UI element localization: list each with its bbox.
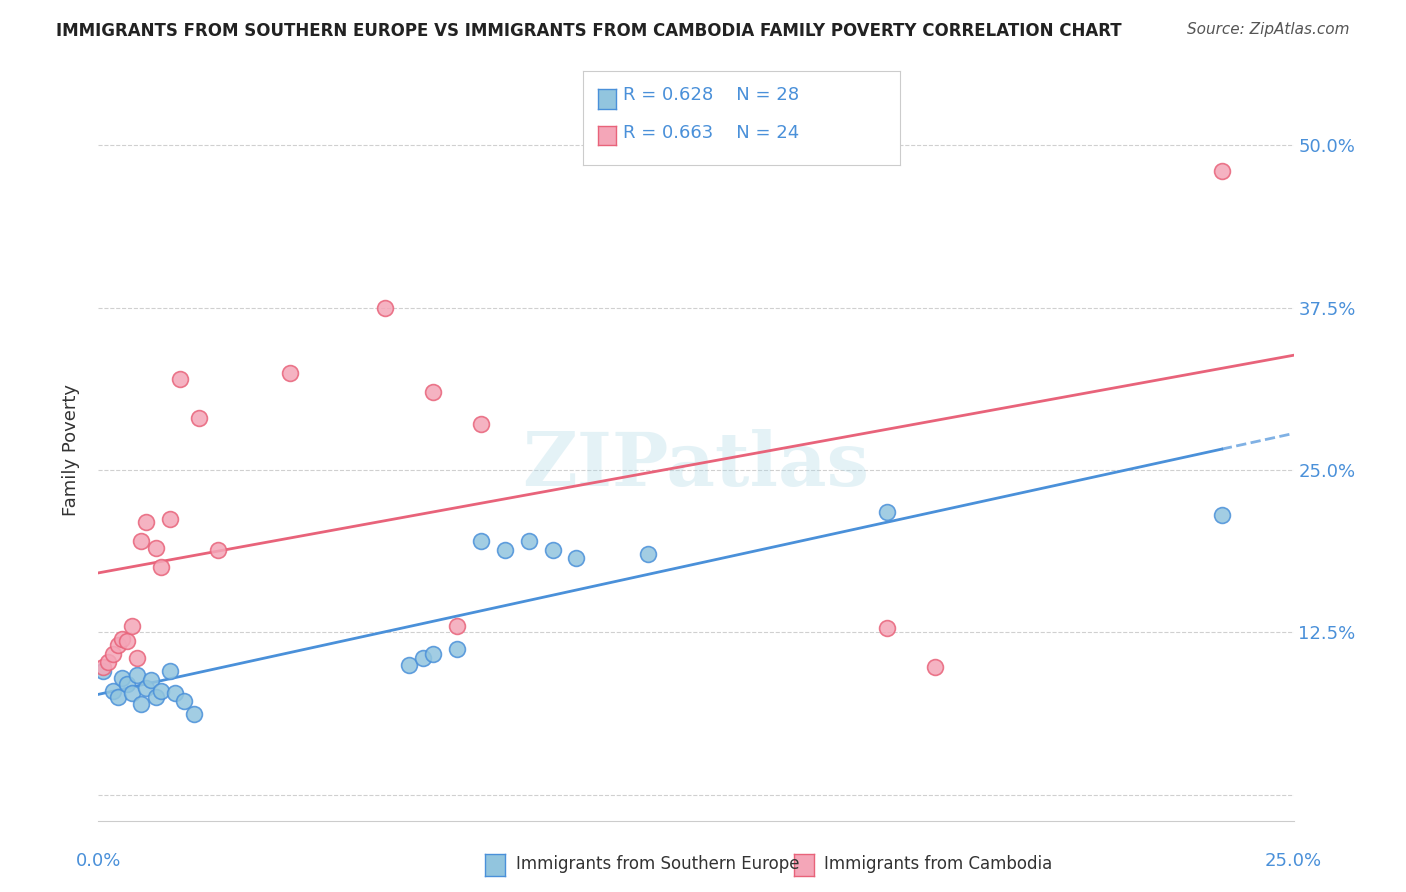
Point xyxy=(541,543,564,558)
Point xyxy=(924,660,946,674)
Point xyxy=(876,504,898,518)
Point xyxy=(422,384,444,399)
Point xyxy=(115,677,138,691)
Point xyxy=(173,694,195,708)
Point xyxy=(278,366,301,380)
Point xyxy=(163,686,186,700)
Point xyxy=(517,534,540,549)
Point xyxy=(412,651,434,665)
Text: Source: ZipAtlas.com: Source: ZipAtlas.com xyxy=(1187,22,1350,37)
Point xyxy=(149,560,172,574)
Point xyxy=(125,668,148,682)
Text: Immigrants from Southern Europe: Immigrants from Southern Europe xyxy=(516,855,800,873)
Text: ZIPatlas: ZIPatlas xyxy=(523,429,869,502)
Text: 25.0%: 25.0% xyxy=(1265,852,1322,870)
Point xyxy=(470,534,492,549)
Y-axis label: Family Poverty: Family Poverty xyxy=(62,384,80,516)
Point xyxy=(446,642,468,657)
Point xyxy=(131,697,153,711)
Point xyxy=(135,681,157,695)
Text: IMMIGRANTS FROM SOUTHERN EUROPE VS IMMIGRANTS FROM CAMBODIA FAMILY POVERTY CORRE: IMMIGRANTS FROM SOUTHERN EUROPE VS IMMIG… xyxy=(56,22,1122,40)
Text: 0.0%: 0.0% xyxy=(76,852,121,870)
Point xyxy=(97,655,120,669)
Point xyxy=(149,683,172,698)
Point xyxy=(565,551,588,566)
Point xyxy=(101,683,124,698)
Point xyxy=(187,411,209,425)
Point xyxy=(1211,508,1233,523)
Point xyxy=(159,665,181,679)
Point xyxy=(115,634,138,648)
Point xyxy=(107,690,129,705)
Point xyxy=(876,621,898,635)
Point xyxy=(207,543,229,558)
Point xyxy=(159,512,181,526)
Point xyxy=(121,686,143,700)
Text: Immigrants from Cambodia: Immigrants from Cambodia xyxy=(824,855,1052,873)
Text: R = 0.628    N = 28: R = 0.628 N = 28 xyxy=(623,87,799,104)
Point xyxy=(101,648,124,662)
Point xyxy=(145,690,167,705)
Point xyxy=(470,417,492,432)
Point xyxy=(135,515,157,529)
Point xyxy=(145,541,167,555)
Point xyxy=(374,301,396,315)
Point xyxy=(107,638,129,652)
Point xyxy=(398,657,420,672)
Text: R = 0.663    N = 24: R = 0.663 N = 24 xyxy=(623,124,799,142)
Point xyxy=(139,673,162,688)
Point xyxy=(111,632,134,646)
Point xyxy=(131,534,153,549)
Point xyxy=(125,651,148,665)
Point xyxy=(91,660,114,674)
Point xyxy=(1211,164,1233,178)
Point xyxy=(91,665,114,679)
Point xyxy=(169,372,191,386)
Point xyxy=(121,619,143,633)
Point xyxy=(183,707,205,722)
Point xyxy=(637,547,659,561)
Point xyxy=(494,543,516,558)
Point xyxy=(446,619,468,633)
Point xyxy=(422,648,444,662)
Point xyxy=(111,671,134,685)
